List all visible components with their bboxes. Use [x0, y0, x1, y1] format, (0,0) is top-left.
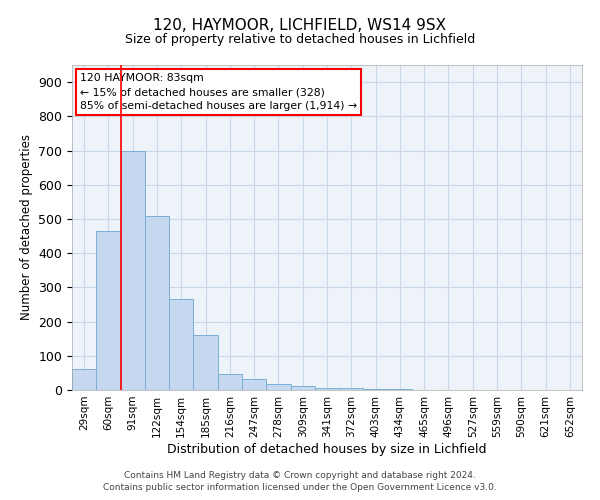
Bar: [96, 231, 121, 390]
Text: 120 HAYMOOR: 83sqm
← 15% of detached houses are smaller (328)
85% of semi-detach: 120 HAYMOOR: 83sqm ← 15% of detached hou…: [80, 73, 357, 111]
Text: Contains HM Land Registry data © Crown copyright and database right 2024.: Contains HM Land Registry data © Crown c…: [124, 471, 476, 480]
Bar: [315, 388, 339, 390]
Bar: [121, 150, 145, 390]
Y-axis label: Number of detached properties: Number of detached properties: [20, 134, 33, 320]
Bar: [339, 388, 364, 390]
Bar: [218, 374, 242, 390]
Bar: [169, 300, 193, 390]
Bar: [364, 389, 388, 390]
X-axis label: Distribution of detached houses by size in Lichfield: Distribution of detached houses by size …: [167, 442, 487, 456]
Bar: [266, 384, 290, 390]
Bar: [290, 386, 315, 390]
Bar: [145, 216, 169, 390]
Bar: [242, 379, 266, 390]
Bar: [72, 369, 96, 390]
Text: Contains public sector information licensed under the Open Government Licence v3: Contains public sector information licen…: [103, 484, 497, 492]
Text: Size of property relative to detached houses in Lichfield: Size of property relative to detached ho…: [125, 32, 475, 46]
Bar: [193, 336, 218, 390]
Text: 120, HAYMOOR, LICHFIELD, WS14 9SX: 120, HAYMOOR, LICHFIELD, WS14 9SX: [154, 18, 446, 32]
